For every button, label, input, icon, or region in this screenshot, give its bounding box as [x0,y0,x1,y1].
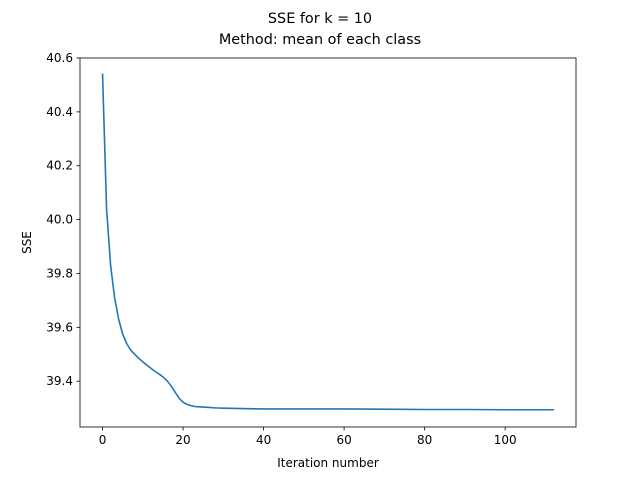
plot-frame [79,57,577,428]
y-tick-label: 40.6 [46,51,73,65]
y-tick-label: 39.4 [46,374,73,388]
chart-title: SSE for k = 10 [268,11,372,27]
y-tick-label: 40.0 [46,213,73,227]
x-tick-label: 40 [256,433,271,447]
x-tick-label: 20 [175,433,190,447]
x-tick-label: 60 [336,433,351,447]
sse-series-line [101,73,555,411]
chart-subtitle: Method: mean of each class [219,32,421,48]
y-tick-label: 39.6 [46,320,73,334]
y-tick-label: 39.8 [46,266,73,280]
x-tick-label: 0 [99,433,107,447]
x-axis-label: Iteration number [277,456,379,470]
x-tick-label: 100 [494,433,517,447]
y-tick-label: 40.4 [46,105,73,119]
y-axis-label: SSE [20,231,34,254]
x-tick-label: 80 [417,433,432,447]
y-tick-label: 40.2 [46,159,73,173]
